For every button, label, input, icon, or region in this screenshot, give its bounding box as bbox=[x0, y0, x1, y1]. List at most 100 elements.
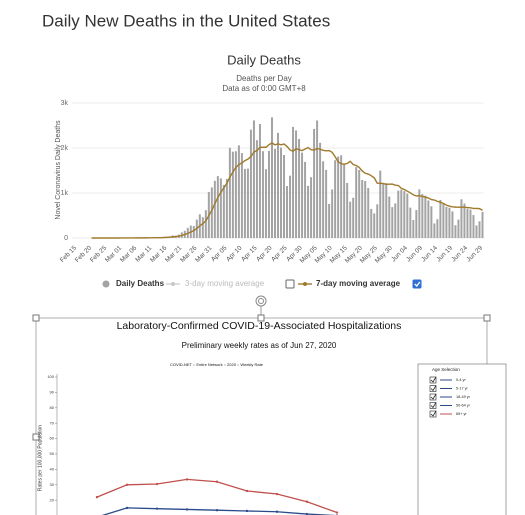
bar bbox=[249, 129, 252, 238]
series-point bbox=[155, 482, 159, 486]
bar bbox=[370, 208, 373, 238]
checkbox-check bbox=[414, 281, 421, 287]
series-point bbox=[215, 480, 219, 483]
bar bbox=[204, 210, 207, 238]
resize-handle[interactable] bbox=[32, 314, 40, 322]
bar bbox=[261, 151, 264, 238]
bar bbox=[258, 123, 261, 238]
legend-checkbox[interactable] bbox=[429, 410, 437, 418]
bar bbox=[421, 194, 424, 238]
legend-label[interactable]: 50-64 yr bbox=[456, 404, 471, 408]
bar bbox=[337, 156, 340, 238]
bar bbox=[466, 208, 469, 238]
bar bbox=[201, 217, 204, 238]
legend-marker bbox=[303, 282, 307, 286]
legend-checkbox[interactable] bbox=[429, 385, 437, 392]
bar bbox=[445, 206, 448, 238]
bar bbox=[298, 138, 301, 238]
legend-label[interactable]: 0-4 yr bbox=[456, 378, 466, 382]
bar bbox=[373, 213, 376, 238]
bar bbox=[319, 142, 322, 238]
series-point bbox=[155, 507, 159, 510]
bar bbox=[463, 203, 466, 238]
resize-handle[interactable] bbox=[32, 433, 40, 441]
bar bbox=[409, 207, 412, 238]
legend-label[interactable]: 7-day moving average bbox=[316, 279, 401, 288]
series-point bbox=[215, 509, 219, 512]
series-point bbox=[245, 509, 249, 513]
bar bbox=[210, 187, 213, 238]
bar bbox=[448, 207, 451, 238]
checkbox-check bbox=[430, 410, 437, 417]
bar bbox=[334, 160, 337, 238]
series-point bbox=[305, 500, 309, 503]
bar bbox=[310, 177, 313, 238]
bar bbox=[394, 203, 397, 238]
bar bbox=[352, 197, 355, 238]
legend-label[interactable]: 18-49 yr bbox=[456, 395, 471, 399]
bar bbox=[295, 130, 298, 238]
bar bbox=[340, 155, 343, 238]
checkbox-check bbox=[430, 385, 437, 392]
bar bbox=[349, 201, 352, 238]
bar bbox=[274, 148, 276, 238]
bar bbox=[237, 145, 240, 238]
legend-checkbox[interactable] bbox=[285, 279, 295, 289]
x-tick-label: Jun 29 bbox=[465, 244, 484, 263]
image-frame[interactable] bbox=[32, 295, 491, 515]
bar bbox=[331, 189, 334, 238]
x-tick-label: May 30 bbox=[374, 244, 394, 264]
bar bbox=[382, 182, 385, 238]
chart-subtitle: Deaths per Day bbox=[236, 74, 292, 83]
bar bbox=[322, 161, 325, 238]
bar bbox=[367, 187, 370, 238]
legend-label[interactable]: Daily Deaths bbox=[116, 279, 165, 288]
resize-handle[interactable] bbox=[257, 314, 265, 322]
chart-note: Data as of 0:00 GMT+8 bbox=[222, 84, 306, 93]
bar bbox=[286, 185, 289, 238]
chart-subtitle: Preliminary weekly rates as of Jun 27, 2… bbox=[182, 341, 337, 350]
chart-title: Daily Deaths bbox=[227, 52, 301, 67]
legend-label[interactable]: 5-17 yr bbox=[456, 387, 469, 391]
checkbox-check bbox=[430, 393, 437, 400]
legend-label[interactable]: 3-day moving average bbox=[185, 279, 265, 288]
y-tick-label: 3k bbox=[61, 100, 69, 107]
chart-header: COVID-NET :: Entire Network :: 2020 :: W… bbox=[170, 362, 264, 367]
bar bbox=[270, 117, 273, 238]
resize-handle[interactable] bbox=[483, 314, 491, 322]
moving-average-line bbox=[91, 142, 483, 239]
legend-checkbox[interactable] bbox=[429, 402, 437, 409]
bar bbox=[328, 203, 331, 238]
bar bbox=[325, 169, 328, 238]
bar bbox=[243, 168, 246, 238]
bar bbox=[343, 164, 346, 238]
bar bbox=[234, 151, 237, 238]
y-axis-label: Novel Coronavirus Daily Deaths bbox=[55, 120, 62, 220]
bar bbox=[457, 219, 460, 238]
legend-checkbox[interactable] bbox=[429, 393, 437, 401]
bar bbox=[397, 190, 400, 238]
y-tick-label: 70 bbox=[50, 420, 55, 425]
rotate-handle[interactable] bbox=[255, 295, 267, 307]
legend-checkbox[interactable] bbox=[429, 376, 437, 384]
bar bbox=[433, 223, 436, 238]
bar bbox=[283, 154, 286, 238]
image-border bbox=[35, 317, 488, 515]
bar bbox=[267, 150, 270, 238]
bar bbox=[481, 211, 484, 238]
bar bbox=[225, 179, 228, 238]
legend-label[interactable]: 65+ yr bbox=[456, 412, 467, 416]
x-tick-label: Mar 31 bbox=[194, 244, 214, 264]
series-point bbox=[185, 508, 189, 511]
series-point bbox=[335, 511, 339, 514]
bar bbox=[192, 225, 195, 238]
bar bbox=[313, 128, 316, 238]
bar bbox=[361, 179, 364, 238]
bar bbox=[219, 178, 222, 238]
bar bbox=[418, 189, 421, 238]
bar bbox=[231, 151, 234, 238]
bar bbox=[240, 153, 243, 238]
series-point bbox=[275, 510, 279, 513]
y-tick-label: 2k bbox=[61, 145, 69, 152]
